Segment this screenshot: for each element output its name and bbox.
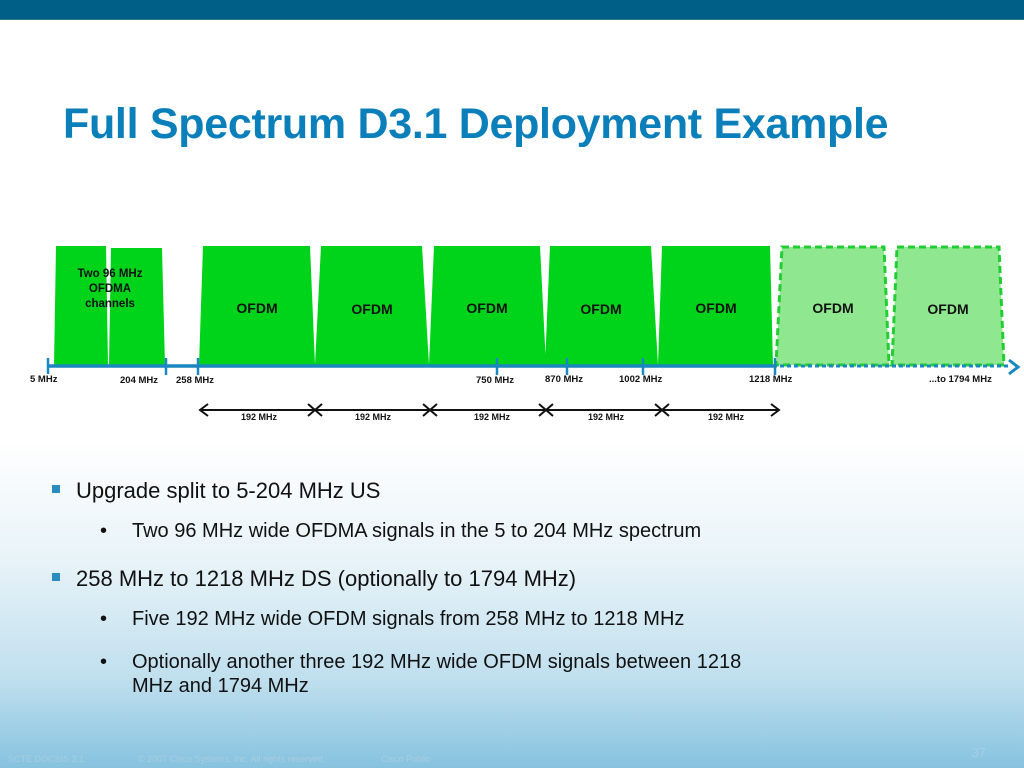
ofdm-label-1: OFDM xyxy=(236,300,277,316)
span-label-3: 192 MHz xyxy=(474,412,511,422)
ofdm-label-5: OFDM xyxy=(695,300,736,316)
ofdma-channel-2 xyxy=(109,248,165,365)
bullet-text: Upgrade split to 5-204 MHz US xyxy=(76,478,381,503)
span-label-5: 192 MHz xyxy=(708,412,745,422)
ofdm-channel-4 xyxy=(545,246,658,365)
upstream-ofdma-blocks: Two 96 MHz OFDMA channels xyxy=(54,246,165,365)
footer-course: SCTE DOCSIS 3.1 xyxy=(8,754,85,764)
axis-label-1794mhz: ...to 1794 MHz xyxy=(929,374,992,385)
square-bullet-icon xyxy=(52,485,60,494)
ofdm-label-2: OFDM xyxy=(351,301,392,317)
bullet-text: 258 MHz to 1218 MHz DS (optionally to 17… xyxy=(76,566,577,591)
sub-bullet-text-continued: MHz and 1794 MHz xyxy=(132,675,309,697)
slide-title: Full Spectrum D3.1 Deployment Example xyxy=(63,100,889,148)
us-block-label-line1: Two 96 MHz xyxy=(78,268,143,280)
page-number: 37 xyxy=(971,745,986,760)
axis-label-1002mhz: 1002 MHz xyxy=(619,374,663,385)
axis-labels: 5 MHz 204 MHz 258 MHz 750 MHz 870 MHz 10… xyxy=(30,374,992,386)
span-arrow-left-icon xyxy=(198,403,209,417)
dot-bullet-icon: • xyxy=(100,608,108,630)
square-bullet-icon xyxy=(52,573,60,582)
sub-bullet-text: Two 96 MHz wide OFDMA signals in the 5 t… xyxy=(132,520,702,542)
ofdm-channel-5 xyxy=(658,246,773,365)
ofdm-channel-3 xyxy=(429,246,546,365)
axis-label-1218mhz: 1218 MHz xyxy=(749,374,793,385)
optional-ofdm-label-2: OFDM xyxy=(927,301,968,317)
optional-ofdm-label-1: OFDM xyxy=(812,300,853,316)
span-label-1: 192 MHz xyxy=(241,412,278,422)
frequency-axis xyxy=(46,358,1021,376)
spectrum-diagram: Two 96 MHz OFDMA channels OFDM OFDM OFDM… xyxy=(30,245,1021,422)
axis-label-204mhz: 204 MHz xyxy=(120,375,158,386)
ofdma-channel-1 xyxy=(54,246,108,365)
span-arrow-right-icon xyxy=(770,403,781,417)
dot-bullet-icon: • xyxy=(100,520,108,542)
bandwidth-spans xyxy=(198,403,781,417)
ofdm-channel-2 xyxy=(315,246,429,365)
us-block-label-line2: OFDMA xyxy=(89,283,131,295)
footer-copyright: © 2007 Cisco Systems, Inc. All rights re… xyxy=(138,754,326,764)
sub-bullet-2-2: • Optionally another three 192 MHz wide O… xyxy=(100,650,741,698)
dot-bullet-icon: • xyxy=(100,651,108,673)
footer-classification: Cisco Public xyxy=(381,754,431,764)
span-label-2: 192 MHz xyxy=(355,412,392,422)
us-block-label-line3: channels xyxy=(85,298,135,310)
downstream-ofdm-blocks: OFDM OFDM OFDM OFDM OFDM xyxy=(199,246,773,365)
optional-ofdm-blocks: OFDM OFDM xyxy=(774,245,1006,367)
axis-label-5mhz: 5 MHz xyxy=(30,374,58,385)
axis-label-750mhz: 750 MHz xyxy=(476,375,514,386)
span-label-4: 192 MHz xyxy=(588,412,625,422)
sub-bullet-2-1: • Five 192 MHz wide OFDM signals from 258… xyxy=(100,607,684,631)
span-labels: 192 MHz 192 MHz 192 MHz 192 MHz 192 MHz xyxy=(241,412,745,422)
sub-bullet-1-1: • Two 96 MHz wide OFDMA signals in the 5 … xyxy=(100,519,701,543)
axis-label-258mhz: 258 MHz xyxy=(176,375,214,386)
ofdm-channel-1 xyxy=(199,246,315,365)
axis-arrow-icon xyxy=(1008,358,1021,376)
axis-label-870mhz: 870 MHz xyxy=(545,374,583,385)
ofdm-label-3: OFDM xyxy=(466,300,507,316)
top-divider xyxy=(0,19,1024,20)
ofdm-label-4: OFDM xyxy=(580,301,621,317)
bullet-item-2: 258 MHz to 1218 MHz DS (optionally to 17… xyxy=(52,566,576,592)
sub-bullet-text: Optionally another three 192 MHz wide OF… xyxy=(132,651,742,673)
sub-bullet-text: Five 192 MHz wide OFDM signals from 258 … xyxy=(132,608,685,630)
slide-footer: SCTE DOCSIS 3.1 © 2007 Cisco Systems, In… xyxy=(0,752,1024,768)
bullet-item-1: Upgrade split to 5-204 MHz US xyxy=(52,478,380,504)
top-banner xyxy=(0,0,1024,19)
